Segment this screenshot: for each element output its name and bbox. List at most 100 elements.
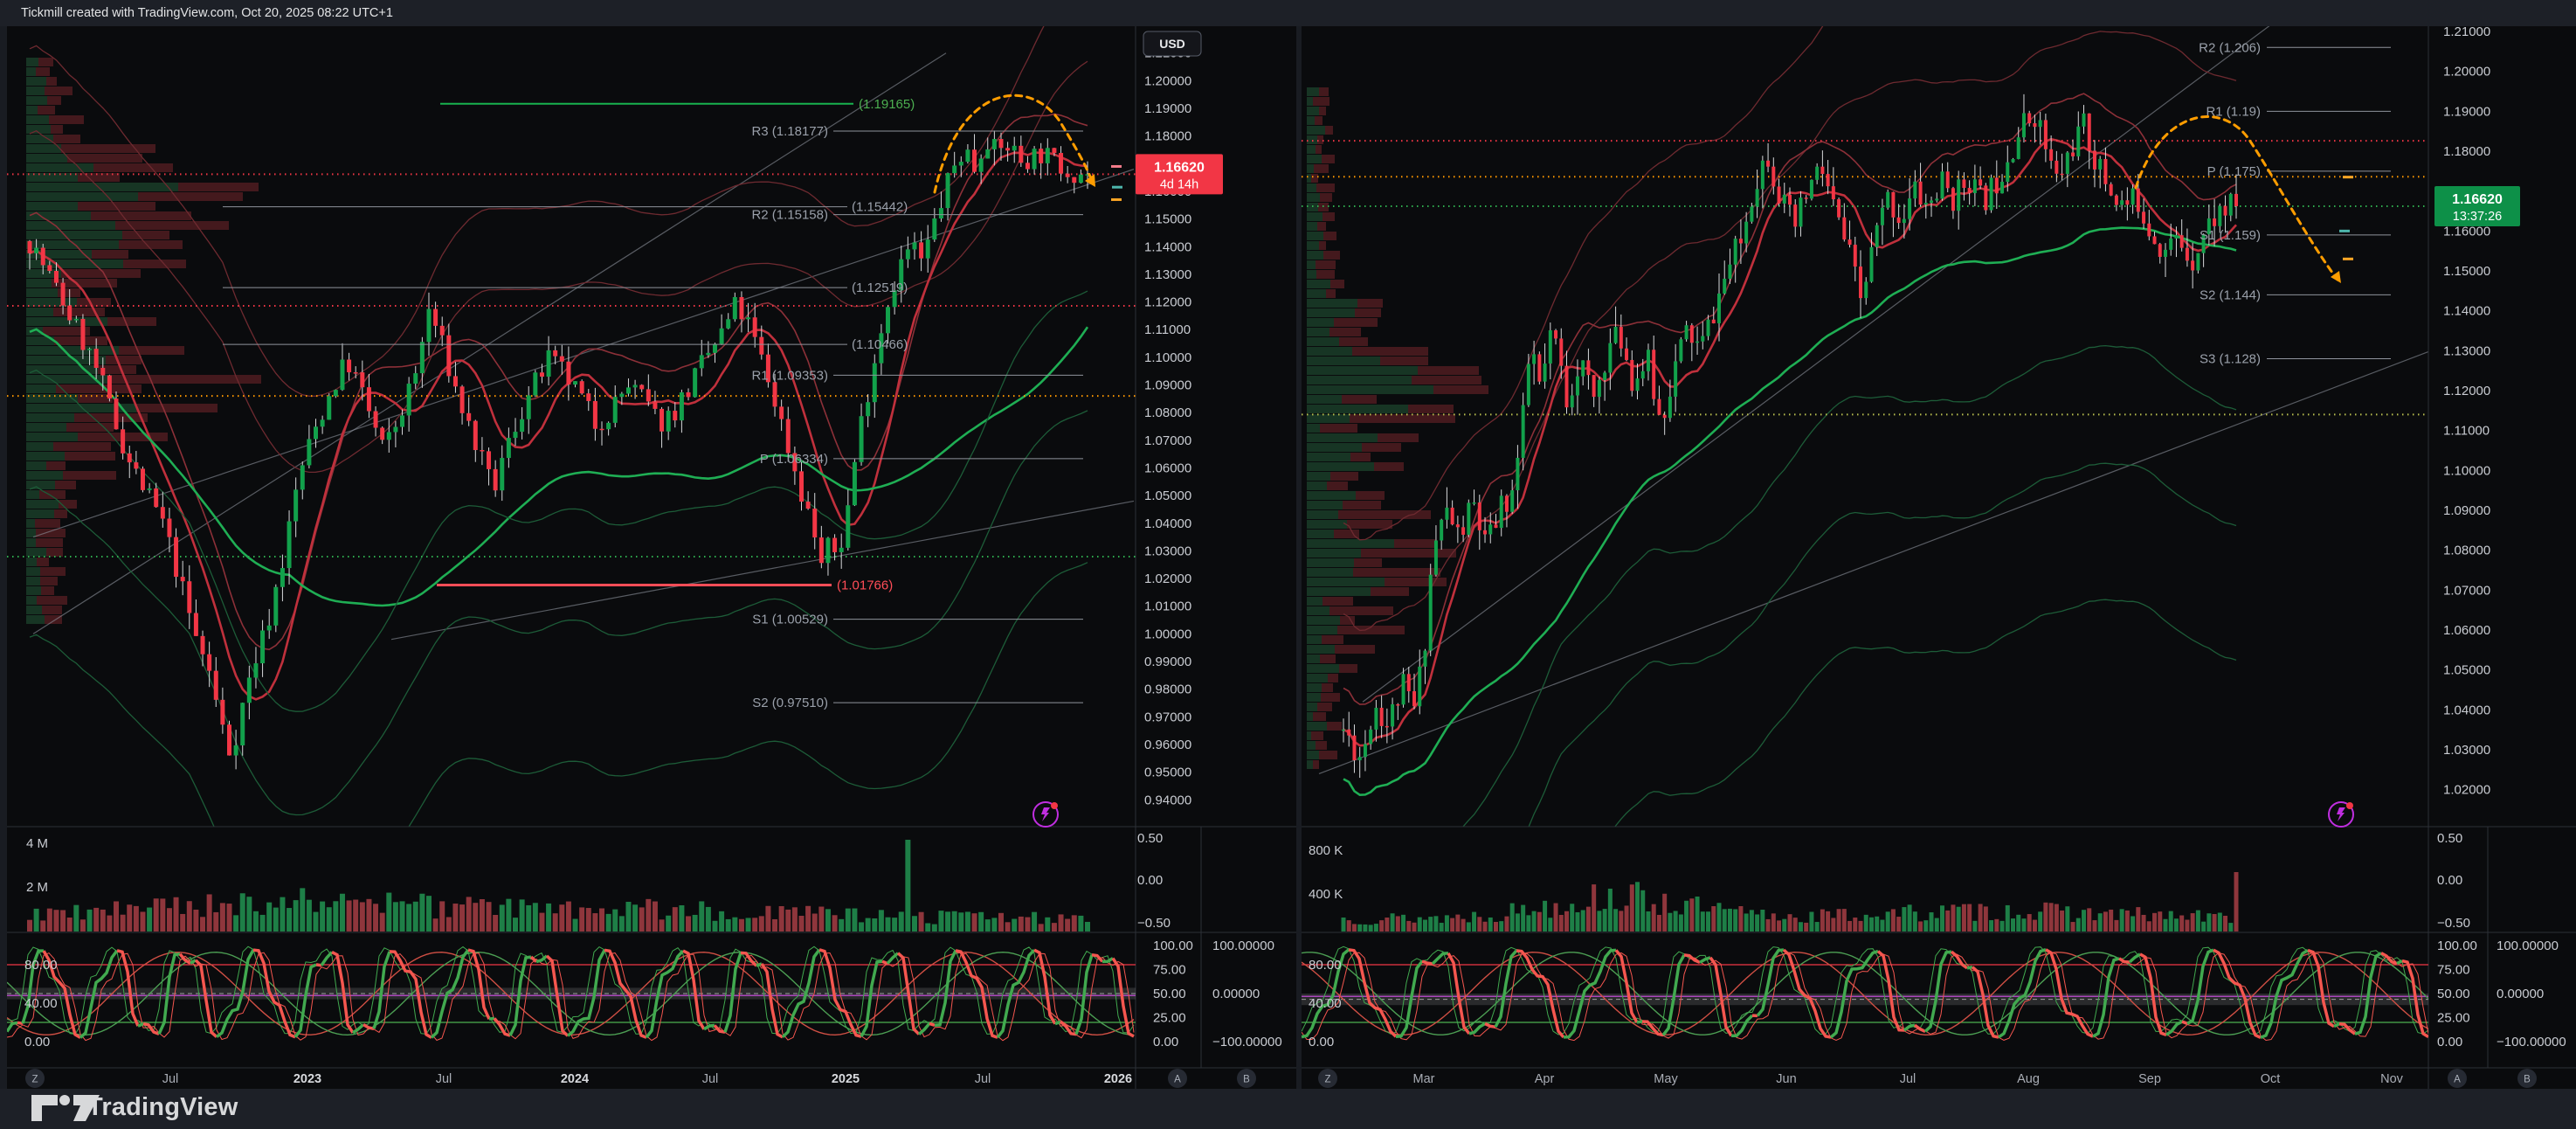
osc-scaleB-label: −100.00000 xyxy=(2497,1035,2566,1049)
trendline[interactable] xyxy=(1362,26,2289,703)
price-pane xyxy=(7,26,1136,827)
currency-pill[interactable] xyxy=(1143,31,1202,57)
instant-order-bolt-icon[interactable] xyxy=(1032,801,1059,828)
osc-thick xyxy=(1395,960,1424,1038)
trendline[interactable] xyxy=(32,52,947,634)
osc-thick xyxy=(703,1023,715,1031)
price-axis-label: 0.95000 xyxy=(1144,765,1191,780)
osc-thick xyxy=(42,950,81,1039)
price-axis-label: 1.10000 xyxy=(2443,463,2490,478)
axis-button-A[interactable]: A xyxy=(2448,1069,2467,1088)
osc-thick xyxy=(215,949,255,1038)
band-line xyxy=(29,562,1088,827)
time-axis-label: Nov xyxy=(2380,1072,2404,1086)
osc-thin-green xyxy=(1302,945,2428,1035)
osc-thick xyxy=(934,950,957,1028)
osc-thick xyxy=(190,959,197,965)
osc-thick xyxy=(2045,948,2094,1038)
osc-thick xyxy=(645,949,685,1039)
pivot-label: (1.01766) xyxy=(837,578,893,592)
price-axis-label: 1.11000 xyxy=(2443,424,2490,439)
time-axis-label: Apr xyxy=(1535,1072,1555,1086)
osc-thick xyxy=(2181,1020,2188,1025)
price-axis-label: 1.10000 xyxy=(1144,350,1191,365)
osc-thick xyxy=(1876,950,1905,1032)
axis-button-label: B xyxy=(2524,1075,2531,1085)
forecast-arc[interactable] xyxy=(2134,115,2339,281)
trendline[interactable] xyxy=(390,500,1135,641)
forecast-arc[interactable] xyxy=(933,94,1095,194)
axis-button-label: Z xyxy=(31,1075,38,1085)
osc-scale-label: 0.00 xyxy=(1309,1035,1334,1049)
price-axis-label: 1.21000 xyxy=(2443,26,2490,39)
price-axis-label: 0.97000 xyxy=(1144,710,1191,724)
osc-thick xyxy=(1997,948,2047,1039)
price-axis-label: 1.13000 xyxy=(1144,267,1191,282)
price-axis-label: 1.01000 xyxy=(1144,599,1191,614)
currency-pill-label: USD xyxy=(1159,37,1185,51)
osc-thick xyxy=(7,1021,18,1033)
price-axis-label: 1.00000 xyxy=(1144,627,1191,641)
pivot-label: (1.15442) xyxy=(852,200,908,215)
pivot-label: R2 (1.206) xyxy=(2199,40,2261,55)
price-axis-label: 0.94000 xyxy=(1144,793,1191,807)
band-line xyxy=(1343,26,1824,541)
osc-scaleB-label: 100.00000 xyxy=(1212,939,1274,953)
pivot-label: S2 (1.144) xyxy=(2200,287,2261,302)
band-line xyxy=(29,410,1088,816)
pivot-label: (1.10466) xyxy=(852,337,908,352)
instant-order-bolt-icon[interactable] xyxy=(2328,801,2354,828)
axis-button-B[interactable]: B xyxy=(1237,1069,1256,1088)
price-axis-label: 1.15000 xyxy=(2443,264,2490,279)
pivot-label: S1 (1.159) xyxy=(2200,228,2261,243)
badge-countdown: 4d 14h xyxy=(1160,177,1198,191)
osc-thick xyxy=(488,1016,495,1021)
osc-thick xyxy=(886,952,900,965)
osc-thick xyxy=(1614,949,1639,1023)
volume-pane: 800 K 400 K 0.50 0.00 −0.50 xyxy=(1309,831,2470,932)
osc-thick xyxy=(1111,957,1135,1038)
osc-thick xyxy=(1494,949,1518,1028)
axis-button-label: Z xyxy=(1324,1075,1330,1085)
osc-thick xyxy=(1091,952,1104,963)
price-axis-label: 1.03000 xyxy=(2443,743,2490,758)
trendline[interactable] xyxy=(1318,350,2431,775)
axis-button-B[interactable]: B xyxy=(2517,1069,2537,1088)
axis-button-Z[interactable]: Z xyxy=(25,1069,45,1088)
osc-thick xyxy=(294,963,317,1038)
pivot-label: R1 (1.19) xyxy=(2206,104,2261,119)
volume-right-scale-label: −0.50 xyxy=(1137,916,1171,931)
price-axis-label: 1.05000 xyxy=(2443,663,2490,678)
current-price-badge: 1.16620 4d 14h xyxy=(1136,154,1223,195)
price-axis-label: 1.18000 xyxy=(2443,144,2490,159)
osc-thick xyxy=(372,951,391,1029)
osc-thick xyxy=(996,948,1036,1039)
osc-thick xyxy=(1421,959,1433,966)
osc-thick xyxy=(142,1022,160,1035)
osc-scale-label: 80.00 xyxy=(1309,958,1342,973)
osc-thick xyxy=(137,1022,144,1028)
osc-scaleA-label: 50.00 xyxy=(2437,987,2470,1001)
osc-thick xyxy=(1829,949,1879,1039)
osc-thick xyxy=(315,963,322,967)
time-axis-label: 2023 xyxy=(294,1072,321,1086)
pivot-label: R2 (1.15158) xyxy=(751,208,828,223)
osc-thick xyxy=(682,949,706,1030)
axis-button-A[interactable]: A xyxy=(1168,1069,1187,1088)
price-scale[interactable]: 1.210001.200001.190001.180001.170001.160… xyxy=(2443,26,2490,798)
osc-thick xyxy=(955,949,998,1039)
osc-thick xyxy=(1516,949,1565,1039)
band-line xyxy=(29,26,1045,397)
price-axis-label: 1.15000 xyxy=(1144,212,1191,227)
osc-thick xyxy=(1033,948,1057,1025)
price-axis-label: 1.09000 xyxy=(2443,503,2490,518)
time-axis-label: Jun xyxy=(1776,1072,1796,1086)
osc-thick xyxy=(1447,952,1471,1035)
time-axis[interactable]: Jul 2023 Jul 2024 Jul 2025 Jul 2026 Z A B xyxy=(25,1069,1256,1088)
axis-button-Z[interactable]: Z xyxy=(1318,1069,1337,1088)
time-axis-label: May xyxy=(1654,1072,1678,1086)
osc-thick xyxy=(363,1022,375,1031)
time-axis[interactable]: Mar Apr May Jun Jul Aug Sep Oct Nov Z A B xyxy=(1318,1069,2537,1088)
time-axis-label: Jul xyxy=(975,1072,991,1086)
